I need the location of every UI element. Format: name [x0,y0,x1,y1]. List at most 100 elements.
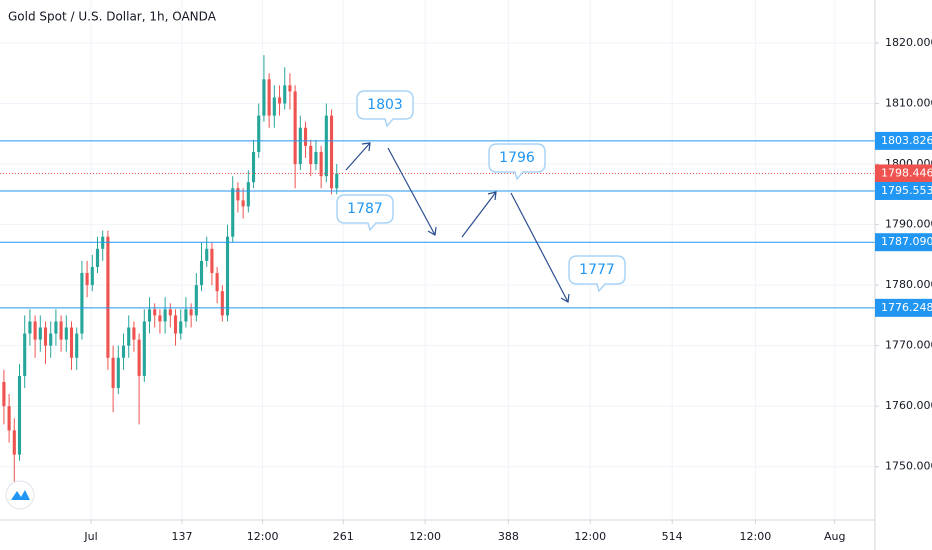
candle-body [127,327,131,346]
candle-body [298,127,302,165]
callout-bubble [568,255,626,293]
candle-body [137,339,141,376]
candle-body [277,97,282,104]
candle-body [7,406,11,431]
logo-icon[interactable] [11,490,30,500]
candle-body [293,91,297,165]
callout-label: 1803 [367,97,403,113]
candle-body [116,357,120,389]
arrow [461,191,497,238]
candle-body [132,327,136,340]
level-label-box [875,181,932,200]
candle-body [199,260,204,286]
callout-label: 1777 [579,262,615,278]
candle-body [303,127,308,146]
candle-body [33,321,37,340]
candle-body [23,333,27,376]
candle-body [215,273,219,292]
level-label: 1787.090 [881,235,932,248]
x-tick-label: 137 [172,530,193,543]
candle-body [251,151,256,183]
candle-body [329,115,334,189]
candle-body [69,327,74,358]
candle-body [59,321,63,340]
candle-body [95,248,100,267]
chart-title: Gold Spot / U.S. Dollar, 1h, OANDA [8,10,217,24]
callout-label: 1796 [499,150,535,166]
callout-label: 1787 [347,201,383,217]
candle-body [267,79,271,116]
levels [0,140,875,309]
y-tick-label: 1750.000 [885,460,932,473]
candle-body [17,375,22,455]
candle-body [272,97,276,116]
candle-body [184,309,188,322]
logo[interactable] [5,480,35,510]
arrow [510,192,570,303]
level-label: 1795.553 [881,184,932,197]
candle-body [28,321,32,334]
x-tick-label: 12:00 [740,530,772,543]
candle-body [64,327,68,340]
candle-body [111,357,115,389]
candle-body [241,200,245,207]
candle-body [225,236,230,316]
callout-bubble [356,90,414,128]
candle-body [158,315,162,322]
level-label-box [875,131,932,150]
candle-body [106,236,110,358]
y-tick-label: 1810.000 [885,97,932,110]
candles [2,55,339,485]
candle-body [38,327,42,340]
x-tick-label: Jul [83,530,97,543]
candle-body [288,85,292,92]
callout-bubble [488,143,546,181]
candle-body [80,273,84,334]
candle-body [205,248,209,261]
candle-body [309,145,313,165]
candle-body [142,321,146,376]
y-tick-label: 1790.000 [885,218,932,231]
x-tick-label: 12:00 [409,530,441,543]
candle-body [220,291,224,316]
x-tick-label: Aug [824,530,845,543]
candle-body [2,381,6,407]
candle-body [314,151,318,165]
candle-body [319,151,323,177]
candle-body [231,188,235,237]
forecast-arrows [345,142,570,303]
y-tick-label: 1780.000 [885,278,932,291]
candle-body [236,188,240,201]
candle-body [43,327,48,346]
candle-body [283,85,287,104]
axes: 1750.000 1760.000 1770.000 1780.000 1790.000… [83,36,932,543]
candle-body [262,79,266,116]
candle-body [75,333,79,358]
candle-body [210,248,214,274]
logo-circle[interactable] [5,480,35,510]
candle-body [121,345,126,358]
y-tick-label: 1760.000 [885,399,932,412]
candle-body [101,236,105,249]
last-price-box [875,164,932,183]
last-price-label: 1798.446 [881,166,932,179]
candle-body [85,273,89,286]
callouts: 1803 1796 1787 1777 [336,90,626,293]
candle-body [324,115,328,177]
level-label-box [875,298,932,317]
candle-body [173,315,178,334]
candle-body [189,309,193,316]
level-label: 1776.248 [881,301,932,314]
candle-body [335,173,339,189]
candle-body [12,430,16,455]
candle-body [257,115,261,152]
candle-body [54,321,58,334]
y-tick-label: 1770.000 [885,339,932,352]
arrow [387,147,437,236]
candle-body [147,309,152,322]
level-label-box [875,233,932,252]
callout-bubble [336,194,394,232]
candle-body [49,333,53,346]
